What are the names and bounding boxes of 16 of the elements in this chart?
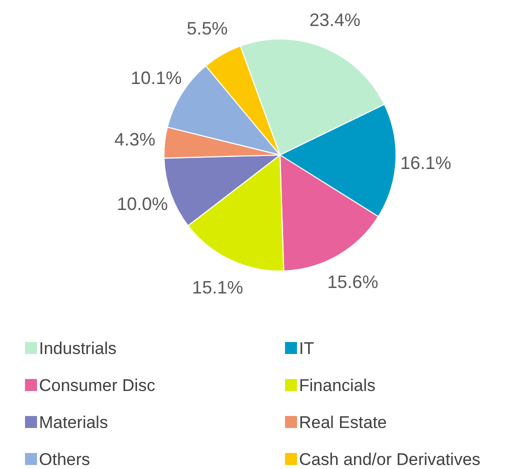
legend-label: Real Estate [299,412,387,432]
legend-label: Others [39,450,90,469]
legend-label: Cash and/or Derivatives [299,450,480,469]
data-label: 16.1% [400,153,452,174]
legend-label: IT [299,338,314,358]
data-label: 15.1% [192,277,244,298]
legend-label: Consumer Disc [39,376,156,395]
data-label: 4.3% [114,130,156,150]
legend-label: Industrials [39,338,116,358]
data-label: 10.0% [116,194,168,214]
data-label: 23.4% [309,10,360,30]
data-label: 10.1% [130,68,182,88]
data-label: 15.6% [327,272,378,292]
data-label: 5.5% [186,18,228,39]
legend-label: Financials [299,376,376,395]
legend-label: Materials [39,412,108,432]
